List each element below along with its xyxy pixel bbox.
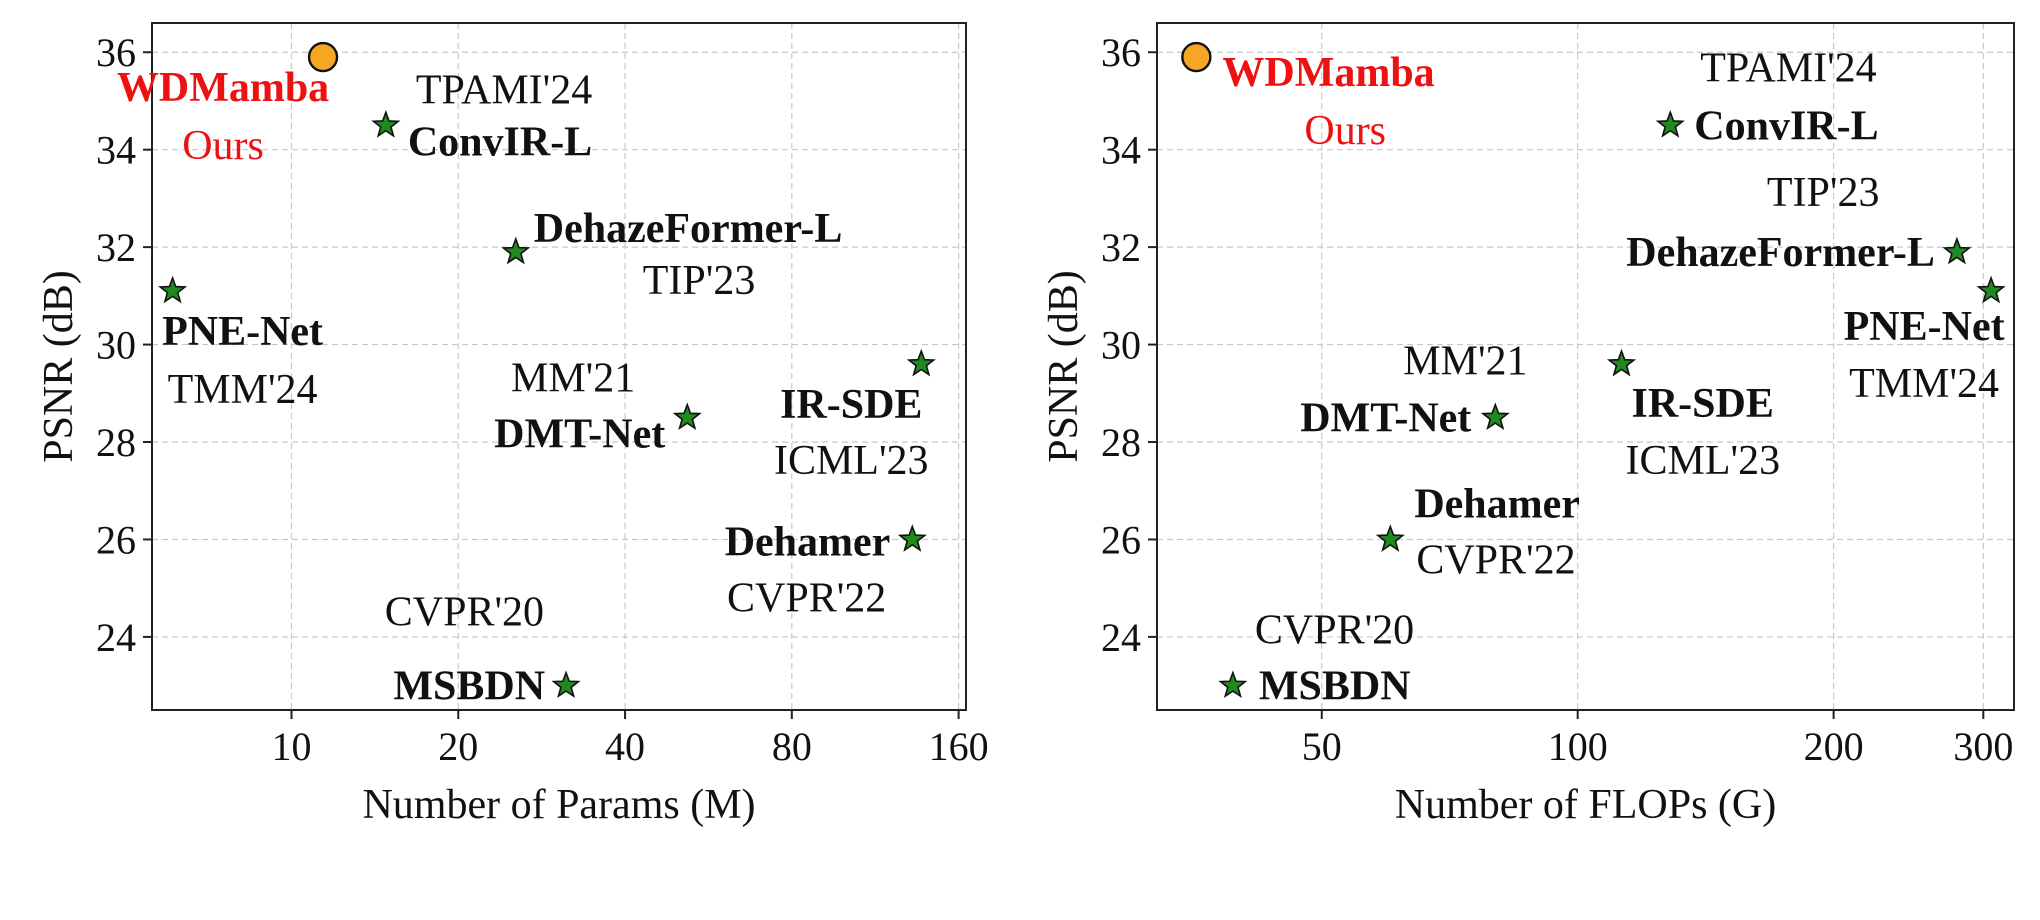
point-venue-label: CVPR'20 <box>385 590 544 636</box>
plot-frame <box>1156 22 2015 711</box>
x-axis-title: Number of FLOPs (G) <box>1395 782 1776 828</box>
y-tick-label: 24 <box>1101 615 1141 660</box>
data-point: IR-SDE ICML'23 <box>1606 348 1781 484</box>
star-marker <box>1655 110 1685 138</box>
y-tick-label: 26 <box>96 517 136 562</box>
y-tick-label: 30 <box>1101 323 1141 368</box>
point-name-label: Dehamer <box>725 519 891 565</box>
point-name-label: MSBDN <box>1259 664 1411 710</box>
point-venue-label: TPAMI'24 <box>416 67 592 113</box>
x-tick-label: 80 <box>772 724 812 769</box>
y-tick-label: 28 <box>1101 420 1141 465</box>
point-name-label: PNE-Net <box>1844 304 2005 350</box>
point-venue-label: TMM'24 <box>1849 361 1999 407</box>
point-venue-label: Ours <box>182 123 264 169</box>
point-name-label: DMT-Net <box>494 412 665 458</box>
x-tick-label: 40 <box>605 724 645 769</box>
y-tick-label: 24 <box>96 615 136 660</box>
point-name-label: DehazeFormer-L <box>1626 230 1935 276</box>
point-name-label: WDMamba <box>1222 50 1434 96</box>
x-tick-label: 300 <box>1953 724 2013 769</box>
y-tick-label: 32 <box>96 225 136 270</box>
data-point: ConvIR-L TPAMI'24 <box>371 67 592 165</box>
chart-panel-1: 24 26 28 30 32 34 36 10 20 40 80 160 Number of Param… <box>36 22 989 828</box>
point-venue-label: ICML'23 <box>1626 438 1781 484</box>
data-point: DehazeFormer-L TIP'23 <box>501 206 843 304</box>
point-name-label: ConvIR-L <box>1694 103 1878 149</box>
data-point: MSBDN CVPR'20 <box>385 590 581 710</box>
y-tick-label: 28 <box>96 420 136 465</box>
point-name-label: ConvIR-L <box>408 119 592 165</box>
star-marker <box>1942 236 1972 265</box>
point-venue-label: Ours <box>1304 108 1386 154</box>
data-point: WDMamba Ours <box>117 41 339 169</box>
point-venue-label: CVPR'22 <box>1416 537 1575 583</box>
data-point: PNE-Net TMM'24 <box>158 275 323 413</box>
point-venue-label: CVPR'20 <box>1255 608 1414 654</box>
point-name-label: PNE-Net <box>162 309 323 355</box>
y-tick-label: 26 <box>1101 517 1141 562</box>
point-venue-label: TMM'24 <box>168 367 318 413</box>
x-axis-title: Number of Params (M) <box>362 782 755 828</box>
data-point: WDMamba Ours <box>1181 41 1435 154</box>
star-marker <box>371 110 401 138</box>
y-axis-title: PSNR (dB) <box>36 270 82 463</box>
y-tick-label: 34 <box>1101 128 1141 173</box>
y-tick-label: 36 <box>96 30 136 75</box>
point-name-label: DehazeFormer-L <box>534 206 843 252</box>
data-point: MSBDN CVPR'20 <box>1218 608 1414 710</box>
y-axis-title: PSNR (dB) <box>1041 270 1087 463</box>
star-marker <box>1480 402 1510 431</box>
point-venue-label: TPAMI'24 <box>1700 45 1876 91</box>
star-marker <box>672 402 702 431</box>
x-tick-label: 10 <box>272 724 312 769</box>
y-tick-label: 30 <box>96 323 136 368</box>
point-venue-label: CVPR'22 <box>727 575 886 621</box>
data-point: DehazeFormer-L TIP'23 <box>1626 170 1972 276</box>
ours-circle-marker <box>1181 41 1212 73</box>
x-tick-label: 100 <box>1548 724 1608 769</box>
y-tick-label: 34 <box>96 128 136 173</box>
data-point: DMT-Net MM'21 <box>494 356 702 458</box>
point-name-label: WDMamba <box>117 65 329 111</box>
star-marker <box>158 275 188 304</box>
star-marker <box>501 236 531 265</box>
point-venue-label: MM'21 <box>1403 339 1527 385</box>
data-point: ConvIR-L TPAMI'24 <box>1655 45 1879 149</box>
y-tick-label: 32 <box>1101 225 1141 270</box>
star-marker <box>1218 670 1248 699</box>
data-point: DMT-Net MM'21 <box>1300 339 1527 442</box>
point-name-label: Dehamer <box>1414 481 1580 527</box>
plot-frame <box>151 22 967 711</box>
point-venue-label: TIP'23 <box>1767 170 1880 216</box>
x-tick-label: 160 <box>929 724 989 769</box>
x-tick-label: 50 <box>1302 724 1342 769</box>
chart-panel-2: 24 26 28 30 32 34 36 50 100 200 300 Number of FLOPs… <box>1041 22 2015 828</box>
x-tick-label: 200 <box>1804 724 1864 769</box>
star-marker <box>1375 524 1405 552</box>
star-marker <box>1606 348 1637 377</box>
point-name-label: DMT-Net <box>1300 396 1471 442</box>
star-marker <box>1976 275 2006 304</box>
star-marker <box>897 524 927 552</box>
point-name-label: IR-SDE <box>1632 381 1774 427</box>
star-marker <box>906 348 936 377</box>
star-marker <box>551 670 581 699</box>
data-point: IR-SDE ICML'23 <box>774 348 936 484</box>
data-point: PNE-Net TMM'24 <box>1844 275 2006 407</box>
point-name-label: IR-SDE <box>780 382 922 428</box>
data-point: Dehamer CVPR'22 <box>1375 481 1580 583</box>
ours-circle-marker <box>307 41 339 73</box>
point-name-label: MSBDN <box>393 664 545 710</box>
point-venue-label: ICML'23 <box>774 438 929 484</box>
y-tick-label: 36 <box>1101 30 1141 75</box>
data-point: Dehamer CVPR'22 <box>725 519 927 621</box>
x-tick-label: 20 <box>438 724 478 769</box>
point-venue-label: TIP'23 <box>643 258 756 304</box>
point-venue-label: MM'21 <box>511 356 635 402</box>
